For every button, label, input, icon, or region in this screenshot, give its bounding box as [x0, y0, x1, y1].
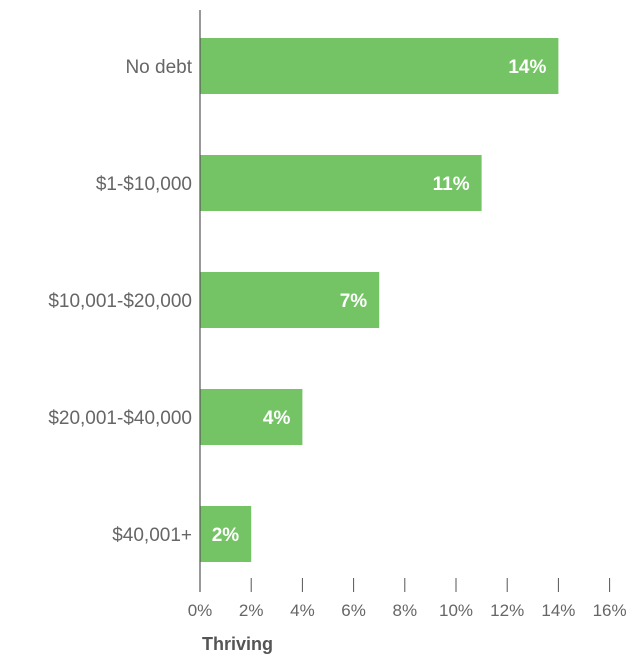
- bar-value-label: 11%: [433, 174, 470, 195]
- bar: [200, 506, 252, 562]
- x-tick-label: 8%: [393, 601, 418, 620]
- x-tick-label: 6%: [341, 601, 366, 620]
- category-label: No debt: [125, 57, 192, 78]
- x-tick-label: 2%: [239, 601, 264, 620]
- x-tick-label: 4%: [290, 601, 315, 620]
- category-label: $1-$10,000: [96, 174, 192, 195]
- bar-value-label: 14%: [508, 57, 546, 78]
- bar: [200, 38, 559, 94]
- bar: [200, 389, 303, 445]
- category-labels-layer: No debt $1-$10,000 $10,001-$20,000 $20,001-…: [48, 57, 192, 546]
- bar-value-label: 2%: [212, 525, 240, 546]
- x-axis-title: Thriving: [202, 634, 273, 654]
- bar: [200, 272, 380, 328]
- x-tick-label: 14%: [541, 601, 575, 620]
- x-ticks-layer: 0% 2% 4% 6% 8% 10% 12% 14% 16%: [188, 578, 627, 620]
- x-tick-label: 16%: [593, 601, 627, 620]
- bar-value-label: 4%: [263, 408, 291, 429]
- bar-value-label: 7%: [340, 291, 368, 312]
- bars-layer: [200, 38, 559, 562]
- category-label: $40,001+: [112, 525, 192, 546]
- bar: [200, 155, 482, 211]
- category-label: $10,001-$20,000: [48, 291, 192, 312]
- category-label: $20,001-$40,000: [48, 408, 192, 429]
- x-tick-label: 12%: [490, 601, 524, 620]
- x-tick-label: 10%: [439, 601, 473, 620]
- x-tick-label: 0%: [188, 601, 213, 620]
- value-labels-layer: 14% 11% 7% 4% 2%: [212, 57, 547, 546]
